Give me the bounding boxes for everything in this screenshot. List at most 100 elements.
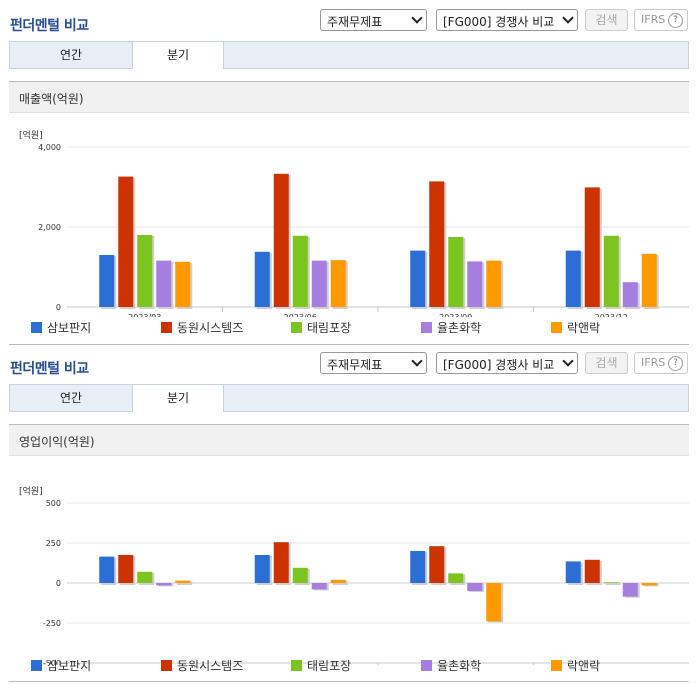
bar[interactable] — [273, 173, 289, 307]
legend-item[interactable]: 락앤락 — [551, 657, 600, 674]
bar[interactable] — [486, 260, 502, 307]
chart-legend: 삼보판지 동원시스템즈 태림포장 율촌화학 락앤락 — [9, 319, 689, 337]
y-tick-label: 0 — [56, 579, 61, 588]
chevron-down-icon — [562, 12, 574, 24]
section-header: 펀더멘털 비교 주재무제표 [FG000] 경쟁사 비교 검색 IFRS ? — [0, 352, 696, 384]
legend-label: 동원시스템즈 — [177, 321, 244, 335]
ifrs-button[interactable]: IFRS ? — [634, 352, 688, 374]
legend-label: 태림포장 — [307, 321, 352, 335]
legend-item[interactable]: 태림포장 — [291, 319, 351, 336]
tab-quarterly[interactable]: 분기 — [132, 384, 224, 412]
period-tabs: 연간 분기 — [9, 41, 689, 69]
bar[interactable] — [118, 555, 134, 583]
fundamental-section-2: 펀더멘털 비교 주재무제표 [FG000] 경쟁사 비교 검색 IFRS ? 연… — [0, 352, 696, 684]
help-icon[interactable]: ? — [668, 13, 683, 28]
bar[interactable] — [641, 583, 657, 586]
bar[interactable] — [273, 542, 289, 583]
bar[interactable] — [448, 573, 464, 583]
section-title: 펀더멘털 비교 — [10, 18, 89, 34]
legend-swatch — [421, 322, 432, 333]
legend-item[interactable]: 락앤락 — [551, 319, 600, 336]
compare-select-value: [FG000] 경쟁사 비교 — [443, 358, 555, 372]
bar[interactable] — [467, 261, 483, 307]
legend-item[interactable]: 율촌화학 — [421, 657, 481, 674]
tab-annual[interactable]: 연간 — [59, 391, 83, 405]
bar[interactable] — [486, 583, 502, 622]
ifrs-button[interactable]: IFRS ? — [634, 9, 688, 31]
bar[interactable] — [429, 181, 445, 307]
bar[interactable] — [622, 282, 638, 307]
ifrs-label: IFRS — [641, 356, 666, 369]
bar[interactable] — [311, 583, 327, 590]
bar[interactable] — [584, 559, 600, 583]
bar[interactable] — [254, 555, 270, 583]
bar[interactable] — [118, 176, 134, 307]
compare-select[interactable]: [FG000] 경쟁사 비교 — [436, 352, 578, 374]
bar[interactable] — [330, 579, 346, 583]
legend-swatch — [31, 322, 42, 333]
bar[interactable] — [156, 260, 172, 307]
bar[interactable] — [311, 260, 327, 307]
legend-item[interactable]: 태림포장 — [291, 657, 351, 674]
legend-swatch — [291, 322, 302, 333]
search-button[interactable]: 검색 — [585, 9, 628, 31]
bar[interactable] — [429, 546, 445, 583]
legend-label: 태림포장 — [307, 659, 352, 673]
section-title: 펀더멘털 비교 — [10, 361, 89, 377]
bar[interactable] — [254, 251, 270, 307]
statement-select[interactable]: 주재무제표 — [320, 352, 427, 374]
x-tick-label: 2023/03 — [128, 313, 161, 317]
statement-select-value: 주재무제표 — [327, 358, 383, 372]
period-tabs: 연간 분기 — [9, 384, 689, 412]
unit-label: [억원] — [19, 485, 43, 497]
bar[interactable] — [175, 261, 191, 307]
revenue-chart: 매출액(억원) [억원] 0 2,000 4,000 2023/03 2023/06 202… — [9, 81, 689, 345]
legend-item[interactable]: 율촌화학 — [421, 319, 481, 336]
legend-swatch — [161, 660, 172, 671]
bar[interactable] — [467, 583, 483, 591]
statement-select[interactable]: 주재무제표 — [320, 9, 427, 31]
legend-label: 락앤락 — [567, 659, 601, 673]
bar[interactable] — [137, 235, 153, 307]
compare-select[interactable]: [FG000] 경쟁사 비교 — [436, 9, 578, 31]
statement-select-value: 주재무제표 — [327, 15, 383, 29]
bar[interactable] — [448, 237, 464, 307]
legend-item[interactable]: 동원시스템즈 — [161, 319, 243, 336]
y-tick-label: -500 — [43, 659, 61, 665]
bar[interactable] — [137, 571, 153, 583]
bar[interactable] — [603, 235, 619, 307]
fundamental-section-1: 펀더멘털 비교 주재무제표 [FG000] 경쟁사 비교 검색 IFRS ? 연… — [0, 9, 696, 345]
bar[interactable] — [584, 187, 600, 307]
legend-swatch — [161, 322, 172, 333]
bar[interactable] — [565, 561, 581, 583]
bar[interactable] — [603, 582, 619, 583]
bar[interactable] — [410, 551, 426, 583]
tab-quarterly[interactable]: 분기 — [132, 41, 224, 69]
help-icon[interactable]: ? — [668, 356, 683, 371]
bar[interactable] — [330, 260, 346, 307]
chevron-down-icon — [562, 355, 574, 367]
bar[interactable] — [99, 556, 115, 583]
legend-item[interactable]: 삼보판지 — [31, 657, 91, 674]
legend-item[interactable]: 삼보판지 — [31, 319, 91, 336]
bar-shadow — [177, 581, 193, 585]
bar[interactable] — [156, 583, 172, 586]
bar[interactable] — [292, 235, 308, 307]
bar[interactable] — [175, 580, 191, 583]
bar[interactable] — [410, 250, 426, 307]
legend-swatch — [291, 660, 302, 671]
x-tick-label: 2023/12 — [595, 313, 628, 317]
bar[interactable] — [622, 583, 638, 597]
tab-annual[interactable]: 연간 — [59, 48, 83, 62]
bar[interactable] — [641, 253, 657, 307]
chevron-down-icon — [411, 355, 423, 367]
search-button[interactable]: 검색 — [585, 352, 628, 374]
chart-legend: 삼보판지 동원시스템즈 태림포장 율촌화학 락앤락 — [9, 657, 689, 675]
bar[interactable] — [565, 250, 581, 307]
bar[interactable] — [292, 567, 308, 583]
legend-label: 동원시스템즈 — [177, 659, 244, 673]
chart-title-bar: 매출액(억원) — [9, 82, 689, 113]
legend-swatch — [421, 660, 432, 671]
bar[interactable] — [99, 255, 115, 307]
legend-item[interactable]: 동원시스템즈 — [161, 657, 243, 674]
